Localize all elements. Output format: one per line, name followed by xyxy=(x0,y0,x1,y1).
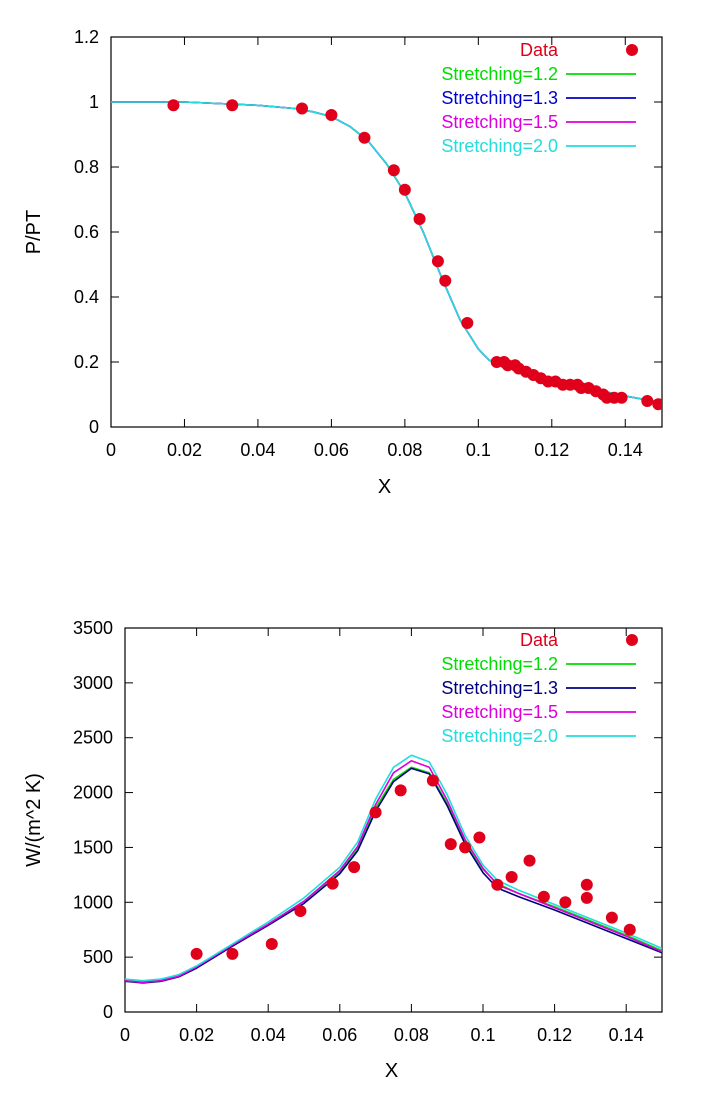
data-point xyxy=(190,947,203,960)
data-point xyxy=(294,905,307,918)
y-tick-label: 0 xyxy=(103,1002,113,1022)
series-line-3 xyxy=(125,759,662,984)
y-tick-label: 0.4 xyxy=(74,287,99,307)
data-point xyxy=(623,923,636,936)
plot-frame xyxy=(124,627,663,1013)
y-tick-label: 1.2 xyxy=(74,27,99,47)
x-tick-label: 0 xyxy=(120,1025,130,1045)
x-tick-label: 0.12 xyxy=(537,1025,572,1045)
data-point xyxy=(265,937,278,950)
x-tick-label: 0.04 xyxy=(251,1025,286,1045)
legend-label-2: Stretching=1.3 xyxy=(441,88,558,108)
data-point xyxy=(505,871,518,884)
x-tick-label: 0.02 xyxy=(179,1025,214,1045)
data-point xyxy=(326,877,339,890)
series-line-1 xyxy=(125,766,662,983)
x-tick-label: 0.1 xyxy=(466,440,491,460)
series-line-3 xyxy=(111,101,662,404)
data-point xyxy=(461,317,474,329)
data-point xyxy=(580,891,593,904)
plot-area xyxy=(111,99,662,411)
legend-label-3: Stretching=1.5 xyxy=(441,112,558,132)
legend: Data Stretching=1.2 Stretching=1.3 Stretchi… xyxy=(441,40,638,156)
y-tick-label: 3000 xyxy=(73,673,113,693)
y-tick-label: 500 xyxy=(83,947,113,967)
data-point xyxy=(559,896,572,909)
y-tick-label: 0.6 xyxy=(74,222,99,242)
x-tick-label: 0 xyxy=(106,440,116,460)
series-line-1 xyxy=(111,101,662,404)
data-point xyxy=(615,391,628,404)
chart-panel-2: 0 0.02 0.04 0.06 0.08 0.1 0.12 0.14 0 500 1000 1500… xyxy=(23,618,663,1082)
x-tick-label: 0.08 xyxy=(387,440,422,460)
data-point xyxy=(413,213,426,225)
x-axis-label: X xyxy=(378,476,391,498)
data-point xyxy=(369,806,382,819)
legend-marker-0 xyxy=(626,44,638,56)
data-point xyxy=(358,131,371,144)
data-point xyxy=(491,878,504,891)
x-tick-label: 0.14 xyxy=(608,440,643,460)
data-point xyxy=(652,398,662,411)
data-point xyxy=(439,274,452,287)
data-point xyxy=(580,878,593,891)
legend-label-1: Stretching=1.2 xyxy=(441,654,558,674)
chart-panel-1: 0 0.02 0.04 0.06 0.08 0.1 0.12 0.14 0 0.2 0.4 0.6 0.… xyxy=(23,27,663,498)
y-tick-label: 2500 xyxy=(73,728,113,748)
legend-label-2: Stretching=1.3 xyxy=(441,678,558,698)
legend-label-0: Data xyxy=(520,630,559,650)
data-point xyxy=(459,841,472,854)
y-tick-label: 2000 xyxy=(73,783,113,803)
y-tick-label: 0.2 xyxy=(74,352,99,372)
x-tick-label: 0.02 xyxy=(167,440,202,460)
data-point xyxy=(444,838,457,851)
y-tick-label: 0 xyxy=(89,417,99,437)
data-point xyxy=(226,99,239,112)
series-line-4 xyxy=(111,101,662,404)
series-line-2 xyxy=(125,767,662,984)
x-axis-label: X xyxy=(385,1060,398,1082)
x-tick-label: 0.06 xyxy=(322,1025,357,1045)
data-point xyxy=(167,99,180,112)
x-tick-label: 0.06 xyxy=(314,440,349,460)
y-axis-label: W/(m^2 K) xyxy=(23,773,45,867)
y-tick-label: 1000 xyxy=(73,892,113,912)
x-tick-label: 0.1 xyxy=(470,1025,495,1045)
data-point xyxy=(387,164,400,177)
data-point xyxy=(431,255,444,268)
data-point xyxy=(348,861,361,874)
plot-frame xyxy=(110,36,663,428)
data-point xyxy=(473,831,486,844)
data-point xyxy=(537,890,550,903)
series-line-2 xyxy=(111,101,662,404)
x-tick-label: 0.14 xyxy=(609,1025,644,1045)
series-line-4 xyxy=(125,754,662,982)
y-tick-label: 1 xyxy=(89,92,99,112)
legend-marker-0 xyxy=(626,634,638,646)
data-point xyxy=(605,911,618,924)
legend-label-4: Stretching=2.0 xyxy=(441,726,558,746)
legend: Data Stretching=1.2 Stretching=1.3 Stretchi… xyxy=(441,630,638,746)
legend-label-0: Data xyxy=(520,40,559,60)
data-point xyxy=(641,395,654,407)
y-tick-label: 3500 xyxy=(73,618,113,638)
legend-label-4: Stretching=2.0 xyxy=(441,136,558,156)
plot-area xyxy=(125,754,662,984)
legend-label-3: Stretching=1.5 xyxy=(441,702,558,722)
x-tick-label: 0.04 xyxy=(240,440,275,460)
data-point xyxy=(398,183,411,196)
data-point xyxy=(226,947,239,960)
data-point xyxy=(523,854,536,867)
x-tick-label: 0.08 xyxy=(394,1025,429,1045)
data-point xyxy=(394,784,407,797)
legend-label-1: Stretching=1.2 xyxy=(441,64,558,84)
x-tick-label: 0.12 xyxy=(534,440,569,460)
y-axis-label: P/PT xyxy=(23,210,45,254)
data-point xyxy=(296,102,309,115)
y-tick-label: 1500 xyxy=(73,837,113,857)
y-tick-label: 0.8 xyxy=(74,157,99,177)
data-point xyxy=(325,109,338,121)
data-point xyxy=(426,774,439,787)
